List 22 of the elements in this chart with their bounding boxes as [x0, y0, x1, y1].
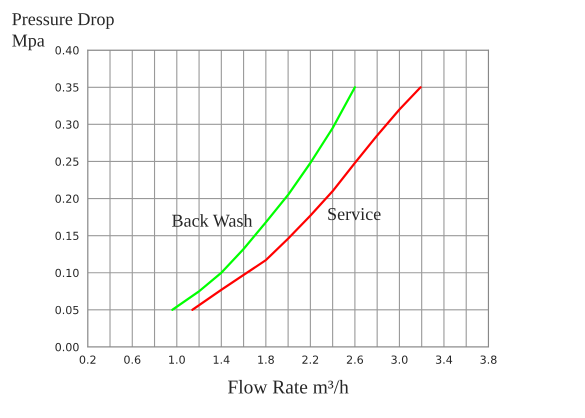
- series-label: Service: [328, 208, 381, 220]
- x-tick-label: 3.0: [391, 355, 408, 364]
- y-tick-label: 0.15: [55, 232, 78, 240]
- x-tick-label: 3.4: [436, 355, 452, 364]
- x-tick-label: 0.6: [124, 355, 140, 364]
- y-tick-label: 0.35: [55, 83, 78, 92]
- x-tick-label: 1.0: [169, 355, 185, 364]
- x-tick-label: 2.2: [302, 355, 318, 364]
- y-tick-label: 0.00: [55, 342, 79, 352]
- y-tick-label: 0.25: [55, 157, 78, 166]
- x-tick-label: 0.2: [80, 355, 96, 364]
- x-axis-title: Flow Rate m³/h: [228, 380, 349, 394]
- x-tick-label: 1.8: [258, 355, 274, 364]
- x-tick-label: 2.6: [346, 355, 364, 364]
- y-tick-label: 0.20: [55, 194, 79, 203]
- y-tick-label: 0.30: [55, 120, 79, 129]
- y-tick-label: 0.10: [55, 268, 79, 278]
- y-tick-label: 0.05: [55, 306, 78, 314]
- y-tick-label: 0.40: [55, 46, 79, 55]
- series-label: Back Wash: [172, 214, 252, 227]
- x-tick-label: 3.8: [480, 355, 497, 364]
- x-tick-label: 1.4: [214, 356, 230, 364]
